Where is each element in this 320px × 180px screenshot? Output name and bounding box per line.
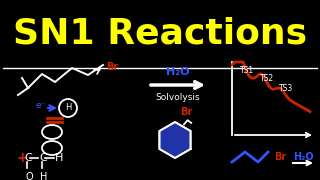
Text: H: H	[65, 103, 71, 112]
Text: O: O	[25, 172, 33, 180]
Text: e⁻: e⁻	[35, 100, 45, 109]
Text: C: C	[24, 153, 32, 163]
Text: TS2: TS2	[260, 74, 274, 83]
Text: TS1: TS1	[240, 66, 254, 75]
Text: Br: Br	[180, 107, 192, 117]
Text: SN1 Reactions: SN1 Reactions	[13, 16, 307, 50]
Text: Solvolysis: Solvolysis	[156, 93, 200, 102]
Text: +: +	[16, 151, 28, 165]
Text: Br: Br	[106, 62, 118, 72]
Text: TS3: TS3	[279, 84, 293, 93]
Text: Br: Br	[274, 152, 286, 162]
Text: H₂O: H₂O	[166, 67, 190, 77]
Text: H: H	[55, 153, 63, 163]
Text: C: C	[39, 153, 47, 163]
Polygon shape	[159, 122, 191, 158]
Text: H₂O: H₂O	[293, 152, 314, 162]
Text: H: H	[40, 172, 47, 180]
